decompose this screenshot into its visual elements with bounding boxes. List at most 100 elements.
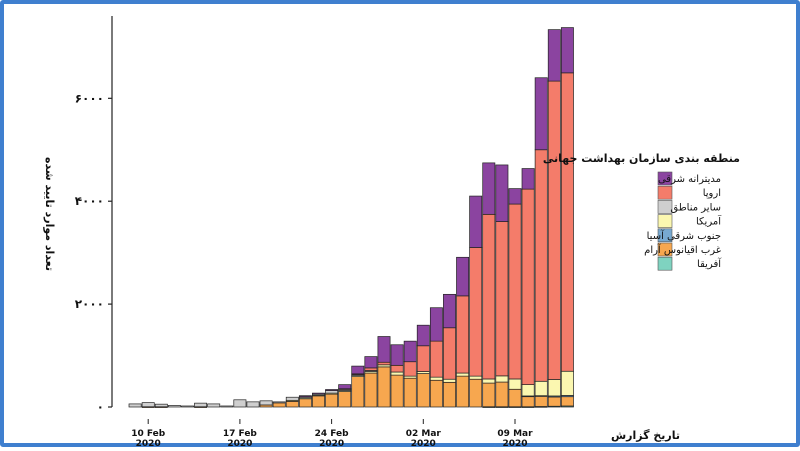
bar-segment xyxy=(430,380,442,407)
legend-swatch xyxy=(658,186,672,199)
bar-segment xyxy=(299,399,311,407)
legend-swatch xyxy=(658,215,672,228)
bar-segment xyxy=(391,345,403,366)
legend-label: آفریقا xyxy=(697,257,722,270)
bar-segment xyxy=(443,379,455,382)
x-axis-title: تاریخ گزارش xyxy=(611,429,680,442)
bar-segment xyxy=(391,375,403,407)
bar-segment xyxy=(483,379,495,383)
bar-segment xyxy=(404,378,416,407)
bar-segment xyxy=(561,73,573,371)
bar-segment xyxy=(352,366,364,374)
bar-segment xyxy=(561,371,573,395)
bar-segment xyxy=(339,385,351,389)
bar-segment xyxy=(522,385,534,396)
bar-segment xyxy=(535,150,547,382)
bar-segment xyxy=(339,392,351,407)
legend-title: منطقه بندی سازمان بهداشت جهانی xyxy=(543,152,740,165)
bar-segment xyxy=(483,383,495,407)
y-tick-label: ۶۰۰۰ xyxy=(75,91,104,105)
x-tick-year: 2020 xyxy=(502,439,527,449)
bar-segment xyxy=(155,404,167,407)
bar-segment xyxy=(561,28,573,73)
bar-segment xyxy=(483,163,495,214)
bar-segment xyxy=(509,189,521,204)
bar-segment xyxy=(522,169,534,190)
legend-label: جنوب شرقی آسیا xyxy=(647,229,721,242)
legend-swatch xyxy=(658,257,672,270)
bar-segment xyxy=(168,405,180,407)
bar-segment xyxy=(326,394,338,407)
bar-segment xyxy=(286,401,298,407)
bar-segment xyxy=(181,406,193,407)
bar-segment xyxy=(208,404,220,407)
bar-segment xyxy=(260,401,272,405)
bar-segment xyxy=(470,248,482,377)
y-tick-label: ۴۰۰۰ xyxy=(75,194,104,208)
bar-segment xyxy=(378,367,390,407)
bar-segment xyxy=(535,381,547,395)
bar-segment xyxy=(365,357,377,368)
bar-segment xyxy=(535,396,547,406)
bar-segment xyxy=(430,341,442,377)
bar-segment xyxy=(457,373,469,376)
bar-segment xyxy=(522,189,534,385)
x-tick-label: 02 Mar xyxy=(406,429,442,439)
bar-segment xyxy=(470,196,482,247)
bar-segment xyxy=(417,325,429,346)
x-tick-year: 2020 xyxy=(136,439,161,449)
bar-segment xyxy=(365,368,377,371)
bar-segment xyxy=(391,372,403,375)
bar-segment xyxy=(142,403,154,407)
bar-segment xyxy=(457,376,469,407)
bar-segment xyxy=(352,377,364,407)
bar-segment xyxy=(548,30,560,81)
bar-segment xyxy=(417,374,429,407)
bar-segment xyxy=(273,403,285,407)
legend-label: آمریکا xyxy=(696,215,722,228)
bar-segment xyxy=(443,328,455,379)
bar-segment xyxy=(535,78,547,150)
x-tick-year: 2020 xyxy=(319,439,344,449)
bar-segment xyxy=(378,362,390,365)
bar-segment xyxy=(522,396,534,406)
bar-segment xyxy=(417,346,429,372)
legend-label: مدیترانه شرقی xyxy=(658,174,721,185)
bar-segment xyxy=(391,365,403,372)
bar-segment xyxy=(509,204,521,379)
x-tick-label: 17 Feb xyxy=(223,429,258,439)
bar-segment xyxy=(234,400,246,407)
y-axis-title: تعداد موارد تایید شده xyxy=(43,157,56,271)
x-tick-label: 24 Feb xyxy=(315,429,350,439)
bar-segment xyxy=(378,337,390,363)
bar-segment xyxy=(496,165,508,222)
bar-segment xyxy=(312,396,324,407)
bar-segment xyxy=(247,402,259,407)
bar-segment xyxy=(286,397,298,400)
x-tick-label: 10 Feb xyxy=(131,429,166,439)
x-tick-label: 09 Mar xyxy=(497,429,533,439)
bar-segment xyxy=(273,402,285,403)
bar-segment xyxy=(457,296,469,373)
x-tick-year: 2020 xyxy=(227,439,252,449)
bar-segment xyxy=(299,396,311,397)
bar-segment xyxy=(443,294,455,327)
bar-segment xyxy=(312,393,324,394)
bar-segment xyxy=(496,376,508,382)
bar-segment xyxy=(195,403,207,407)
bar-segment xyxy=(129,404,141,407)
y-tick-label: ۰ xyxy=(97,400,104,414)
bar-segment xyxy=(326,390,338,391)
bar-segment xyxy=(326,391,338,394)
bar-segment xyxy=(365,373,377,407)
bar-segment xyxy=(430,308,442,341)
bar-segment xyxy=(221,406,233,407)
bar-segment xyxy=(548,397,560,406)
bar-segment xyxy=(509,389,521,406)
bar-segment xyxy=(548,379,560,395)
bar-segment xyxy=(548,81,560,379)
stacked-bar-chart: ۰ ۲۰۰۰ ۴۰۰۰ ۶۰۰۰ تعداد موارد تایید شده 10 Feb… xyxy=(4,4,800,451)
bar-segment xyxy=(457,257,469,296)
legend-label: اروپا xyxy=(703,188,721,199)
legend-label: سایر مناطق xyxy=(670,202,721,213)
